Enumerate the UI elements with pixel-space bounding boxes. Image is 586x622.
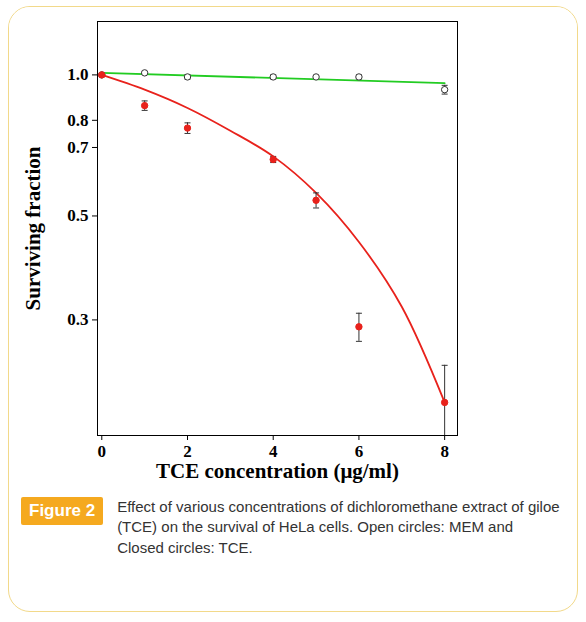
svg-text:2: 2 — [183, 441, 192, 461]
svg-text:0.3: 0.3 — [67, 310, 88, 329]
html-text:Figure 2: Figure 2 — [29, 501, 96, 520]
svg-text:0.8: 0.8 — [67, 111, 88, 130]
svg-text:0.5: 0.5 — [67, 206, 88, 225]
svg-text:1.0: 1.0 — [67, 65, 88, 84]
svg-text:Surviving fraction: Surviving fraction — [21, 146, 45, 310]
svg-text:TCE concentration (μg/ml): TCE concentration (μg/ml) — [156, 459, 399, 483]
html-text:Effect of various concentratio: Effect of various concentrations of dich… — [117, 498, 560, 556]
svg-text:0: 0 — [98, 442, 107, 461]
svg-text:4: 4 — [269, 441, 278, 461]
svg-text:6: 6 — [354, 441, 364, 461]
svg-text:0.7: 0.7 — [67, 138, 89, 157]
svg-text:8: 8 — [440, 442, 449, 461]
